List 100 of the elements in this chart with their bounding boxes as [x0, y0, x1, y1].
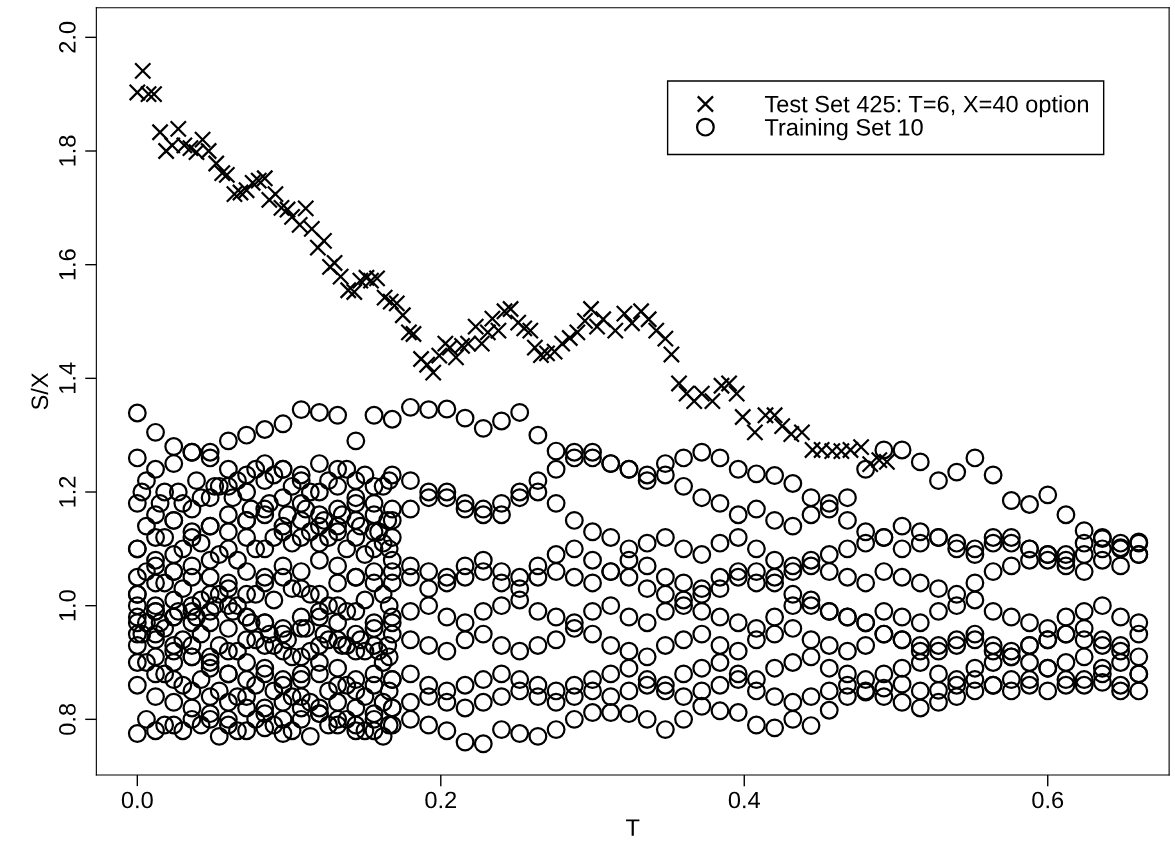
point [765, 550, 785, 570]
point [419, 579, 439, 599]
point [528, 601, 548, 621]
point [218, 618, 238, 638]
point [838, 567, 857, 587]
point [728, 505, 748, 525]
point [155, 618, 175, 638]
point [237, 630, 257, 650]
point [364, 675, 384, 695]
point [182, 522, 202, 542]
point [947, 636, 967, 655]
point [378, 636, 398, 655]
point [801, 556, 821, 576]
point [437, 399, 457, 419]
point [373, 533, 393, 553]
point [291, 400, 311, 420]
point [259, 493, 279, 513]
point [191, 670, 211, 689]
point [728, 562, 748, 582]
point [255, 658, 275, 678]
point [355, 641, 375, 661]
point [127, 607, 147, 627]
point [455, 613, 475, 633]
point [856, 459, 876, 479]
point [1056, 550, 1076, 570]
point [1001, 670, 1021, 689]
point [309, 454, 329, 474]
point [173, 493, 193, 513]
point [182, 601, 202, 621]
point [528, 675, 548, 695]
point [191, 624, 211, 644]
point [182, 613, 202, 633]
point [838, 488, 857, 508]
point [874, 562, 894, 582]
point [401, 499, 420, 519]
point [136, 516, 156, 536]
point [200, 613, 220, 633]
point [710, 701, 730, 721]
point [255, 698, 275, 718]
point [182, 556, 202, 576]
point [655, 465, 675, 485]
point [437, 641, 457, 661]
point [309, 607, 329, 627]
point [1038, 485, 1058, 505]
point [127, 596, 147, 616]
point [947, 670, 967, 689]
point [783, 584, 803, 604]
point [218, 573, 238, 593]
point [246, 709, 266, 729]
point [282, 647, 302, 667]
point [228, 471, 247, 491]
point [309, 550, 329, 570]
point [255, 567, 275, 587]
point [819, 499, 839, 519]
point [364, 664, 384, 684]
point [601, 687, 621, 707]
point [182, 698, 202, 718]
point [674, 596, 694, 616]
point [401, 630, 420, 650]
point [929, 579, 948, 599]
point [364, 539, 384, 559]
point [146, 422, 165, 442]
point [419, 400, 439, 420]
point [455, 698, 475, 718]
point [296, 499, 316, 519]
point [319, 715, 338, 735]
point [492, 573, 511, 593]
point [273, 556, 293, 576]
point [983, 636, 1003, 655]
point [692, 442, 712, 462]
point [510, 482, 530, 502]
point [619, 641, 639, 661]
point [947, 687, 967, 707]
point [346, 641, 366, 661]
point [746, 539, 766, 559]
point [319, 471, 338, 491]
point [164, 437, 184, 456]
point [146, 550, 165, 570]
point [273, 675, 293, 695]
point [910, 533, 930, 553]
point [379, 471, 399, 491]
point [228, 641, 247, 661]
point [369, 641, 389, 661]
point [291, 664, 311, 684]
point [746, 464, 766, 484]
y-tick-label: 1.4 [59, 362, 76, 393]
point [765, 687, 785, 707]
point [619, 550, 639, 570]
point [291, 647, 311, 667]
point [273, 670, 293, 689]
point [246, 675, 266, 695]
point [228, 721, 247, 741]
point [801, 590, 821, 610]
point [237, 528, 257, 547]
point [619, 567, 639, 587]
point [259, 624, 279, 644]
point [746, 715, 766, 735]
point [419, 687, 439, 707]
point [264, 590, 284, 610]
point [127, 675, 147, 695]
